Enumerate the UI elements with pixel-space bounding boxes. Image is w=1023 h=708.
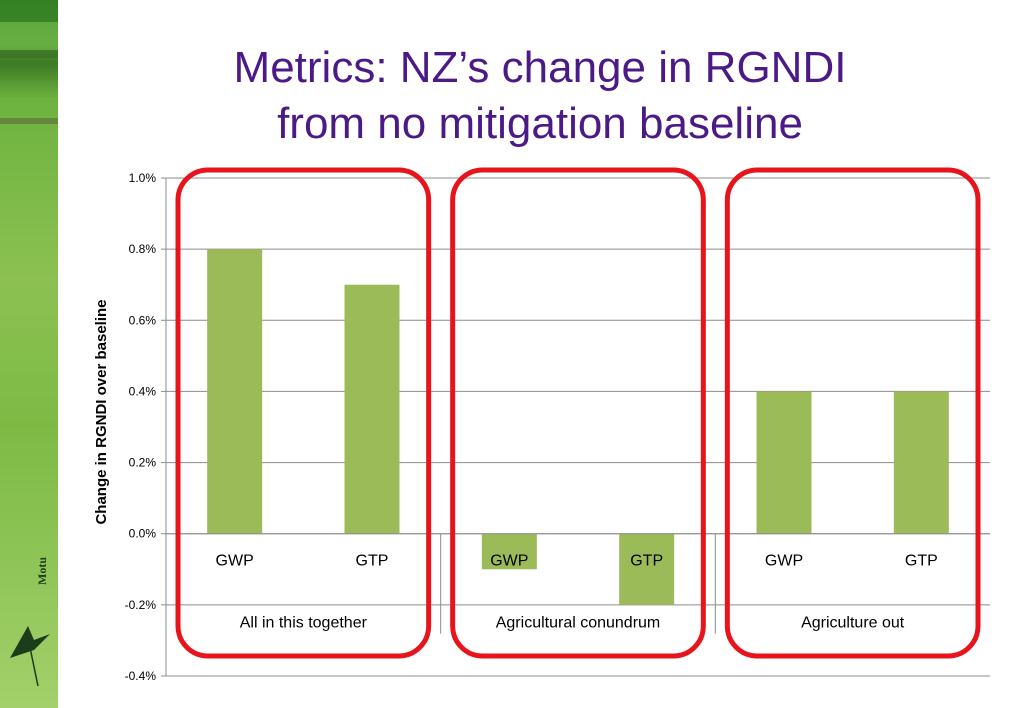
title-line-2: from no mitigation baseline: [277, 99, 803, 148]
y-tick-label: 0.8%: [129, 242, 157, 256]
group-label: Agricultural conundrum: [496, 615, 661, 632]
motu-logo: Motu: [10, 557, 50, 687]
y-tick-label: 0.6%: [129, 313, 157, 327]
y-axis-label: Change in RGNDI over baseline: [93, 299, 110, 524]
y-tick-label: -0.4%: [125, 669, 157, 683]
y-tick-label: 0.2%: [129, 456, 157, 470]
bar-gwp: [481, 533, 537, 570]
bar-gtp: [893, 391, 949, 534]
slide-title: Metrics: NZ’s change in RGNDI from no mi…: [100, 40, 980, 152]
category-label: GWP: [765, 553, 803, 570]
category-label: GTP: [905, 553, 938, 570]
category-label: GTP: [630, 553, 663, 570]
logo-text: Motu: [35, 557, 49, 585]
highlight-box: [724, 167, 981, 659]
y-axis-ticks: -0.4% -0.2% 0.0% 0.2% 0.4% 0.6% 0.8% 1.0%: [125, 171, 167, 683]
y-tick-label: 1.0%: [129, 171, 157, 185]
decorative-side-strip: Motu: [0, 0, 58, 708]
y-tick-label: 0.0%: [129, 527, 157, 541]
y-tick-label: 0.4%: [129, 384, 157, 398]
y-tick-label: -0.2%: [125, 598, 157, 612]
group-label: All in this together: [240, 615, 368, 632]
bar-gtp: [619, 533, 675, 605]
category-label: GWP: [490, 553, 528, 570]
bar-gwp: [756, 391, 812, 534]
highlight-box: [175, 167, 432, 659]
category-label: GTP: [356, 553, 389, 570]
gridlines: [166, 177, 990, 677]
bar-gwp: [207, 249, 263, 534]
bars: [207, 249, 949, 605]
highlight-box: [450, 167, 706, 659]
title-line-1: Metrics: NZ’s change in RGNDI: [233, 43, 847, 92]
highlight-boxes: [175, 167, 981, 659]
bar-gtp: [344, 284, 400, 534]
category-label: GWP: [216, 553, 254, 570]
category-labels: GWP GTP All in this together GWP GTP Agricult…: [166, 533, 990, 634]
group-label: Agriculture out: [801, 615, 905, 632]
